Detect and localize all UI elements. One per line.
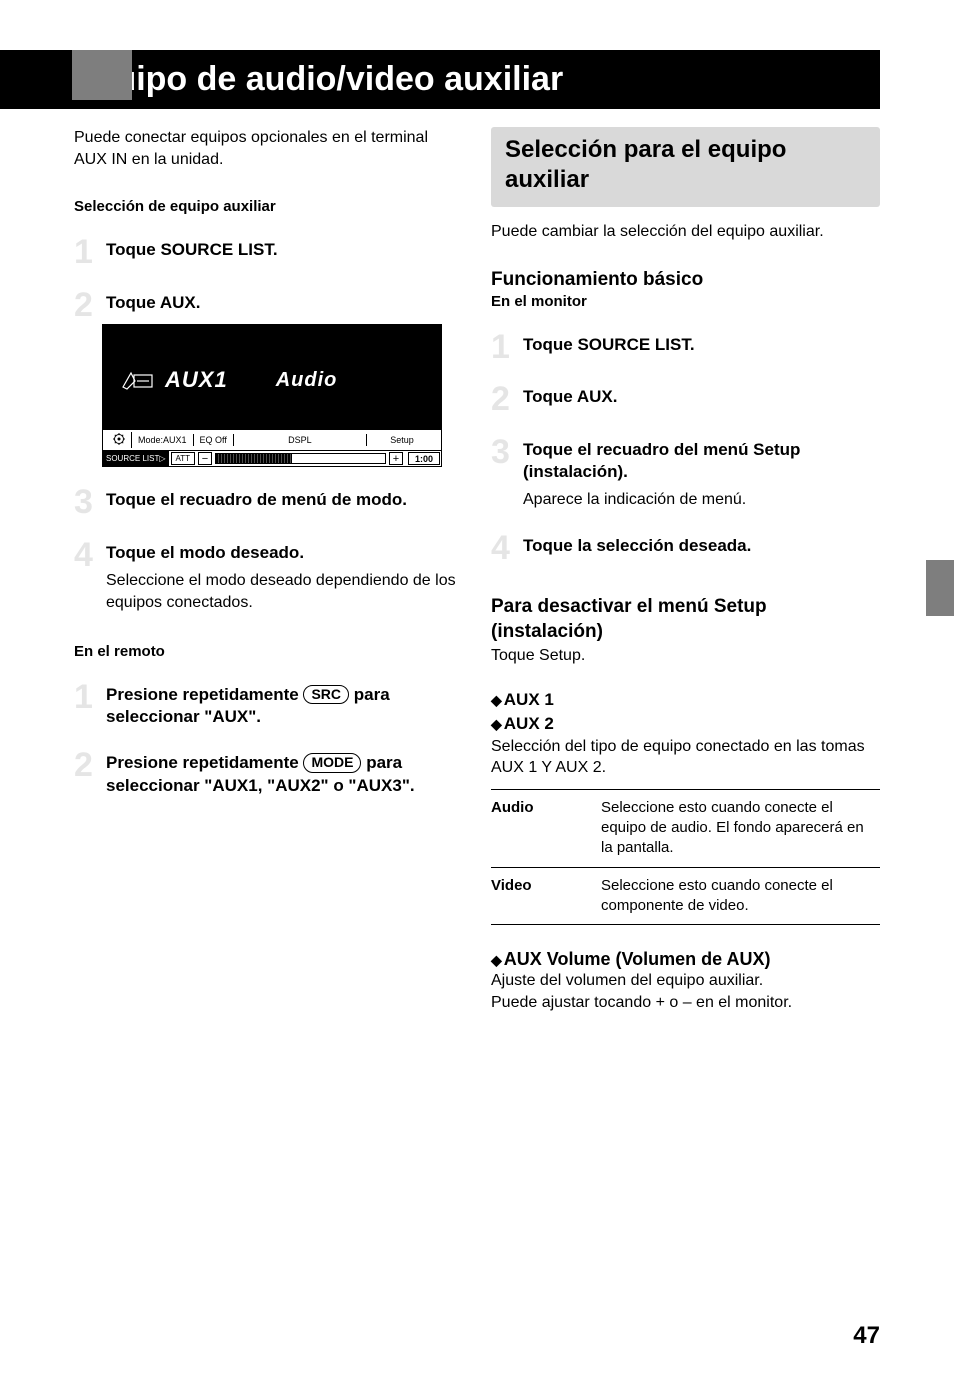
step-title: Toque el modo deseado. <box>106 542 463 564</box>
section-title: Selección para el equipo auxiliar <box>505 135 866 195</box>
volume-bar <box>215 453 386 464</box>
step-number: 2 <box>74 750 102 796</box>
page-number: 47 <box>853 1322 880 1350</box>
display-eq: EQ Off <box>194 434 234 446</box>
step-title: Presione repetidamente SRC para seleccio… <box>106 684 463 728</box>
display-audio-label: Audio <box>276 369 338 392</box>
step: 1 Toque SOURCE LIST. <box>74 237 463 268</box>
list-item-aux1: AUX 1 <box>491 688 880 712</box>
step-title: Toque SOURCE LIST. <box>106 239 463 261</box>
step-text: Seleccione el modo deseado dependiendo d… <box>106 570 463 613</box>
step-title: Toque AUX. <box>106 292 463 314</box>
page-title: Equipo de audio/video auxiliar <box>0 50 880 109</box>
step: 2 Toque AUX. <box>74 290 463 321</box>
button-label: SRC <box>303 685 349 704</box>
step: 1 Presione repetidamente SRC para selecc… <box>74 682 463 728</box>
step-title: Toque SOURCE LIST. <box>523 334 880 356</box>
text: Presione repetidamente <box>106 685 303 704</box>
right-column: Selección para el equipo auxiliar Puede … <box>491 127 880 1013</box>
table-key: Audio <box>491 789 601 867</box>
step: 1 Toque SOURCE LIST. <box>491 332 880 363</box>
plus-btn: + <box>389 452 403 465</box>
step: 4 Toque el modo deseado. Seleccione el m… <box>74 540 463 613</box>
step-number: 4 <box>74 540 102 613</box>
step-number: 3 <box>74 487 102 518</box>
step-number: 1 <box>491 332 519 363</box>
source-list-btn: SOURCE LIST▷ <box>103 451 169 466</box>
time-display: 1:00 <box>408 452 440 465</box>
body-text: Toque Setup. <box>491 645 880 667</box>
step-number: 1 <box>74 682 102 728</box>
step: 2 Toque AUX. <box>491 384 880 415</box>
step-title: Toque el recuadro de menú de modo. <box>106 489 463 511</box>
subheading-en-remoto: En el remoto <box>74 643 463 660</box>
body-text: Ajuste del volumen del equipo auxiliar. <box>491 970 880 992</box>
subheading-desactivar: Para desactivar el menú Setup (instalaci… <box>491 595 880 644</box>
display-mode: Mode:AUX1 <box>132 434 194 446</box>
intro-text: Puede cambiar la selección del equipo au… <box>491 221 880 243</box>
table-value: Seleccione esto cuando conecte el equipo… <box>601 789 880 867</box>
display-aux-label: AUX1 <box>165 367 228 393</box>
step-text: Aparece la indicación de menú. <box>523 489 880 511</box>
subheading-aux-volume: AUX Volume (Volumen de AUX) <box>491 949 880 970</box>
step-number: 4 <box>491 533 519 564</box>
table-value: Seleccione esto cuando conecte el compon… <box>601 867 880 925</box>
step-title: Toque la selección deseada. <box>523 535 880 557</box>
step-number: 3 <box>491 437 519 511</box>
display-setup: Setup <box>367 434 437 446</box>
display-screenshot: AUX1 Audio Mode:AUX1 EQ Off DSPL Setup <box>102 324 442 467</box>
att-btn: ATT <box>171 452 196 465</box>
step: 2 Presione repetidamente MODE para selec… <box>74 750 463 796</box>
table-key: Video <box>491 867 601 925</box>
body-text: Puede ajustar tocando + o – en el monito… <box>491 992 880 1014</box>
step-number: 1 <box>74 237 102 268</box>
button-label: MODE <box>303 753 361 772</box>
step-title: Toque AUX. <box>523 386 880 408</box>
spec-table: Audio Seleccione esto cuando conecte el … <box>491 789 880 925</box>
intro-text: Puede conectar equipos opcionales en el … <box>74 127 463 170</box>
side-tab <box>926 560 954 616</box>
minus-btn: − <box>198 452 212 465</box>
step-number: 2 <box>74 290 102 321</box>
display-dspl: DSPL <box>234 434 367 446</box>
table-row: Video Seleccione esto cuando conecte el … <box>491 867 880 925</box>
step-title: Toque el recuadro del menú Setup (instal… <box>523 439 880 483</box>
step: 3 Toque el recuadro de menú de modo. <box>74 487 463 518</box>
display-icon <box>121 369 155 391</box>
subheading-en-monitor: En el monitor <box>491 293 880 310</box>
step: 4 Toque la selección deseada. <box>491 533 880 564</box>
subheading-funcionamiento: Funcionamiento básico <box>491 269 880 291</box>
left-column: Puede conectar equipos opcionales en el … <box>74 127 463 1013</box>
table-row: Audio Seleccione esto cuando conecte el … <box>491 789 880 867</box>
body-text: Selección del tipo de equipo conectado e… <box>491 736 880 779</box>
gear-icon <box>107 432 132 448</box>
text: Presione repetidamente <box>106 753 303 772</box>
header-tab <box>72 50 132 100</box>
step-number: 2 <box>491 384 519 415</box>
list-item-aux2: AUX 2 <box>491 712 880 736</box>
step: 3 Toque el recuadro del menú Setup (inst… <box>491 437 880 511</box>
step-title: Presione repetidamente MODE para selecci… <box>106 752 463 796</box>
subheading-seleccion-equipo: Selección de equipo auxiliar <box>74 198 463 215</box>
section-title-box: Selección para el equipo auxiliar <box>491 127 880 207</box>
